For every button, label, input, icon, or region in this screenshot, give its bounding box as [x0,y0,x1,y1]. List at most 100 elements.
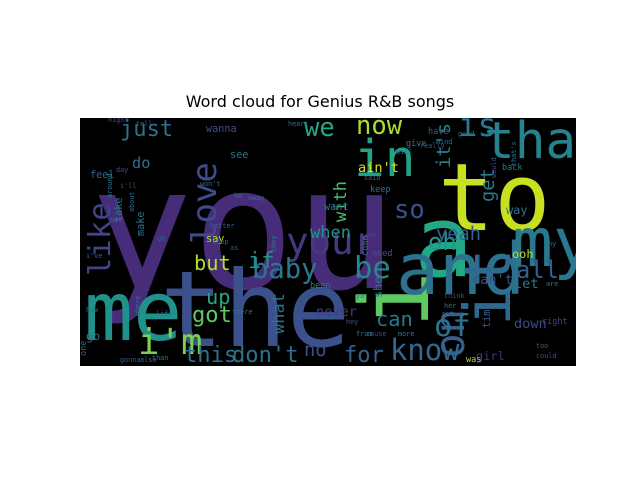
word-22: now [356,118,403,141]
word-98: hey [346,318,358,326]
word-67: back [502,163,522,173]
word-26: just [120,118,173,142]
word-16: love [185,162,225,244]
word-99: from [356,330,372,338]
word-14: on [426,309,474,358]
word-11: in [354,130,415,189]
word-83: good [458,130,474,138]
word-84: think [444,292,464,300]
word-31: can [376,307,413,331]
word-21: of [434,309,471,344]
word-19: know [390,333,460,366]
word-96: will [396,148,412,156]
word-112: why [544,240,556,248]
word-68: have [428,127,448,137]
word-24: all [516,256,559,284]
word-100: away [248,194,264,202]
word-59: see [230,150,248,161]
word-62: one [80,341,89,356]
word-1: you [90,131,397,329]
word-105: how [86,306,99,314]
word-63: right [542,317,568,327]
word-56: say [206,234,224,245]
word-92: heart [288,120,308,128]
word-42: what [269,293,289,334]
word-114: uh [157,235,165,243]
word-110: won't [200,180,220,188]
word-43: do [132,154,150,172]
word-50: way [506,203,527,217]
word-108: as [230,244,238,252]
word-44: ain't [358,160,399,176]
word-37: yeah [436,224,481,245]
word-54: feel [90,170,115,181]
word-32: got [192,302,232,328]
word-20: baby [252,254,317,285]
word-12: your [286,219,376,263]
word-109: around [106,173,114,198]
word-103: day [116,166,128,174]
word-71: was [466,355,481,365]
word-36: no [304,340,327,361]
word-51: ooh [512,247,533,261]
word-78: they [270,236,278,252]
word-94: mind [436,138,452,146]
word-23: we [304,118,335,143]
word-29: this [184,342,237,366]
word-45: down [514,316,547,332]
word-93: really [420,142,445,150]
word-69: keep [370,185,390,195]
word-76: gonna [120,356,140,364]
word-61: take [114,197,125,222]
word-17: like [83,202,118,276]
word-64: been [310,281,330,291]
word-2: the [160,248,350,366]
word-41: with [331,181,351,222]
word-33: up [206,285,231,309]
word-65: need [372,249,392,259]
word-53: go [86,329,100,343]
word-46: let [514,276,539,292]
word-57: make [136,211,147,236]
word-49: she [371,277,385,298]
word-74: cause [366,330,386,338]
word-107: he [234,192,242,200]
word-91: tell [136,120,152,128]
word-52: girl [476,349,505,363]
word-88: that's [510,141,518,166]
word-102: where [134,296,142,316]
word-6: a [414,185,473,300]
word-104: not [110,216,122,224]
word-58: wanna [206,124,237,135]
word-66: come [361,236,371,256]
word-47: never [316,304,357,320]
word-85: her [444,302,456,310]
word-101: stop [212,238,228,246]
word-95: are [546,280,558,288]
word-79: night [108,118,128,124]
word-82: said [364,174,380,182]
word-77: there [232,308,252,316]
word-4: i [341,271,451,328]
word-87: too [536,342,548,350]
word-8: my [512,204,576,283]
word-9: it [451,248,526,326]
word-111: better [210,222,235,230]
word-60: time [482,303,493,328]
chart-title: Word cloud for Genius R&B songs [185,92,455,111]
word-5: me [84,265,182,360]
word-18: be [354,251,391,286]
word-34: but [194,251,231,275]
word-13: i'm [138,322,202,363]
word-38: get [478,168,499,202]
word-7: and [396,228,525,311]
word-28: don't [232,342,299,366]
word-97: ya [356,292,364,300]
word-27: so [394,195,425,225]
word-15: is [458,118,497,144]
word-39: it's [434,123,455,168]
word-40: when [310,223,351,243]
word-90: about [128,192,136,212]
